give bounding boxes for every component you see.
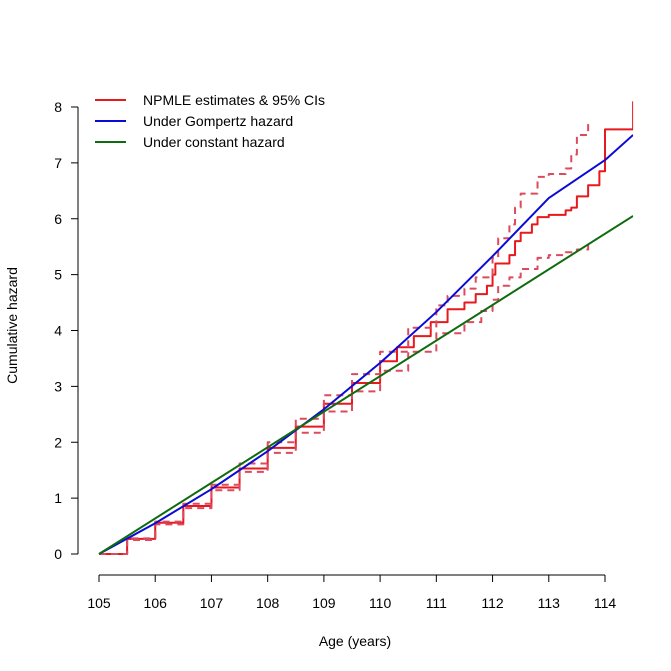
axes — [77, 107, 605, 576]
legend: NPMLE estimates & 95% CIs Under Gompertz … — [95, 92, 325, 150]
legend-label: Under constant hazard — [143, 134, 285, 150]
y-tick-label: 4 — [54, 323, 62, 339]
legend-label: Under Gompertz hazard — [143, 113, 293, 129]
series-line-1 — [99, 123, 590, 555]
y-ticks: 0 1 2 3 4 5 6 7 8 — [54, 99, 78, 562]
y-axis-label: Cumulative hazard — [4, 267, 20, 384]
x-tick-label: 113 — [538, 595, 561, 611]
x-tick-label: 106 — [144, 595, 168, 611]
y-tick-label: 0 — [54, 546, 62, 562]
x-tick-label: 111 — [426, 595, 447, 611]
y-tick-label: 3 — [54, 378, 62, 394]
series-line-2 — [99, 243, 590, 555]
x-tick-label: 110 — [369, 595, 392, 611]
legend-label: NPMLE estimates & 95% CIs — [143, 92, 325, 108]
y-tick-label: 1 — [54, 490, 62, 506]
x-ticks: 105 106 107 108 109 110 111 112 113 114 — [87, 575, 616, 611]
x-tick-label: 107 — [200, 595, 224, 611]
series-layer — [98, 101, 634, 555]
series-line-4 — [98, 215, 634, 555]
y-tick-label: 8 — [54, 99, 62, 115]
x-tick-label: 105 — [87, 595, 111, 611]
x-tick-label: 109 — [312, 595, 336, 611]
series-line-0 — [99, 101, 634, 555]
y-tick-label: 6 — [54, 211, 62, 227]
x-tick-label: 112 — [481, 595, 504, 611]
x-axis-label: Age (years) — [319, 633, 391, 649]
series-line-3 — [98, 134, 634, 555]
y-tick-label: 2 — [54, 434, 62, 450]
x-tick-label: 114 — [594, 595, 617, 611]
y-tick-label: 5 — [54, 267, 62, 283]
x-tick-label: 108 — [256, 595, 280, 611]
y-tick-label: 7 — [54, 155, 62, 171]
